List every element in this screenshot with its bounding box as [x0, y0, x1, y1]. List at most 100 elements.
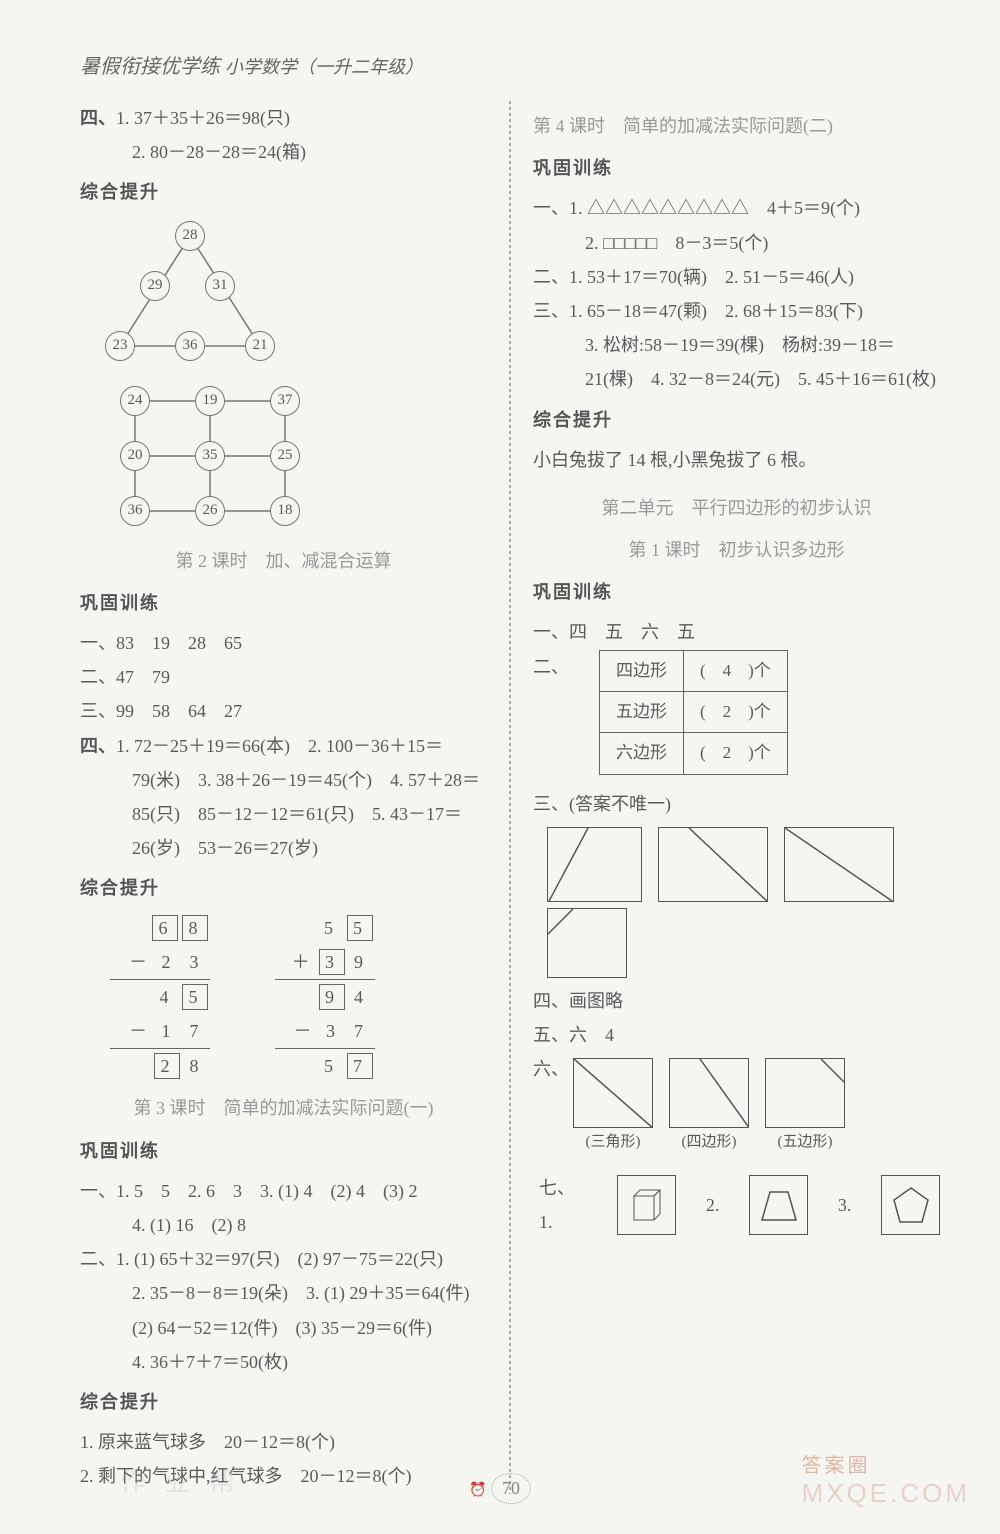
- digit: 7: [347, 1014, 375, 1048]
- unit2: 第二单元 平行四边形的初步认识: [533, 491, 940, 525]
- trapezoid-icon: [749, 1175, 808, 1235]
- op: ＋: [289, 945, 317, 979]
- shape-row-1: [547, 827, 940, 902]
- q4-line2: 2. 80－28－28＝24(箱): [80, 135, 487, 169]
- s2c: (2) 64－52＝12(件) (3) 35－29＝6(件): [80, 1311, 487, 1345]
- title-main: 暑假衔接优学练: [80, 56, 220, 78]
- watermark-faint: 作 业 帮: [120, 1462, 241, 1499]
- q4-label: 四、: [80, 108, 116, 128]
- lesson4: 第 4 课时 简单的加减法实际问题(二): [533, 109, 940, 143]
- digit: 5: [347, 915, 373, 941]
- triangle-diagram: 28 29 31 23 36 21: [100, 216, 280, 376]
- watermark-right: 答案圈 MXQE.COM: [802, 1449, 970, 1509]
- q4-line1: 1. 37＋35＋26＝98(只): [116, 108, 290, 128]
- tri-node: 31: [205, 271, 235, 301]
- r-zonghe: 综合提升: [533, 403, 940, 437]
- tri-node: 28: [175, 221, 205, 251]
- r3c: 21(棵) 4. 32－8＝24(元) 5. 45＋16＝61(枚): [533, 362, 940, 396]
- s2: 二、1. (1) 65＋32＝97(只) (2) 97－75＝22(只): [80, 1242, 487, 1276]
- page-number: ⏰ 70: [469, 1473, 531, 1504]
- cell: ( 4 )个: [683, 650, 787, 691]
- lesson2-title: 第 2 课时 加、减混合运算: [80, 544, 487, 578]
- grid-node: 36: [120, 496, 150, 526]
- p7-3: 3.: [838, 1188, 852, 1222]
- shape-label: (四边形): [669, 1128, 749, 1157]
- zonghe3: 综合提升: [80, 1385, 487, 1419]
- r3b: 3. 松树:58－19＝39(棵) 杨树:39－18＝: [533, 328, 940, 362]
- grid-node: 25: [270, 441, 300, 471]
- digit: 3: [182, 945, 210, 979]
- s2b: 2. 35－8－8＝19(朵) 3. (1) 29＋35＝64(件): [80, 1276, 487, 1310]
- line-3: 三、99 58 64 27: [80, 694, 487, 728]
- grid-node: 26: [195, 496, 225, 526]
- l4-2: 79(米) 3. 38＋26－19＝45(个) 4. 57＋28＝: [80, 763, 487, 797]
- cube-icon: [617, 1175, 676, 1235]
- grid-node: 20: [120, 441, 150, 471]
- shape-label: (五边形): [765, 1128, 845, 1157]
- page-header: 暑假衔接优学练 小学数学（一升二年级）: [80, 50, 940, 79]
- digit: 5: [182, 984, 208, 1010]
- r2: 二、1. 53＋17＝70(辆) 2. 51－5＝46(人): [533, 260, 940, 294]
- l4-3: 85(只) 85－12－12＝61(只) 5. 43－17＝: [80, 797, 487, 831]
- op: －: [126, 945, 154, 979]
- p5: 五、六 4: [533, 1018, 940, 1052]
- tri-node: 36: [175, 331, 205, 361]
- r1: 一、1. △△△△△△△△△ 4＋5＝9(个): [533, 191, 940, 225]
- cell: ( 2 )个: [683, 733, 787, 774]
- digit: 7: [182, 1014, 210, 1048]
- zonghe2: 综合提升: [80, 871, 487, 905]
- tri-node: 21: [245, 331, 275, 361]
- op: －: [126, 1014, 154, 1048]
- lesson3-title: 第 3 课时 简单的加减法实际问题(一): [80, 1091, 487, 1125]
- page-number-value: 70: [491, 1473, 531, 1504]
- l4-label: 四、: [80, 736, 116, 756]
- r-gugong: 巩固训练: [533, 151, 940, 185]
- title-sub: 小学数学（一升二年级）: [225, 57, 423, 77]
- tri-node: 23: [105, 331, 135, 361]
- z1: 1. 原来蓝气球多 20－12＝8(个): [80, 1425, 487, 1459]
- l4-1: 1. 72－25＋19＝66(本) 2. 100－36＋15＝: [116, 736, 443, 756]
- r-gugong2: 巩固训练: [533, 575, 940, 609]
- p1: 一、四 五 六 五: [533, 615, 940, 649]
- digit: 2: [154, 945, 182, 979]
- cell: 四边形: [599, 650, 683, 691]
- watermark-text: MXQE.COM: [802, 1478, 970, 1509]
- grid-node: 24: [120, 386, 150, 416]
- cell: 六边形: [599, 733, 683, 774]
- cell: ( 2 )个: [683, 691, 787, 732]
- digit: 3: [319, 949, 345, 975]
- s2d: 4. 36＋7＋7＝50(枚): [80, 1345, 487, 1379]
- r-lesson1: 第 1 课时 初步认识多边形: [533, 533, 940, 567]
- cell: 五边形: [599, 691, 683, 732]
- p4: 四、画图略: [533, 984, 940, 1018]
- watermark-top: 答案圈: [802, 1449, 970, 1478]
- grid-node: 35: [195, 441, 225, 471]
- digit: 8: [182, 1049, 210, 1083]
- p7-2: 2.: [706, 1188, 720, 1222]
- p2: 二、: [533, 650, 569, 684]
- shape-label: (三角形): [573, 1128, 653, 1157]
- digit: 5: [317, 911, 345, 945]
- line-1: 一、83 19 28 65: [80, 626, 487, 660]
- s1: 一、1. 5 5 2. 6 3 3. (1) 4 (2) 4 (3) 2: [80, 1174, 487, 1208]
- pentagon-icon: [881, 1175, 940, 1235]
- digit: 3: [319, 1014, 347, 1048]
- grid-node: 19: [195, 386, 225, 416]
- gugong1: 巩固训练: [80, 586, 487, 620]
- zonghe1: 综合提升: [80, 175, 487, 209]
- s1b: 4. (1) 16 (2) 8: [80, 1208, 487, 1242]
- grid-node: 18: [270, 496, 300, 526]
- digit: 2: [154, 1053, 180, 1079]
- grid-node: 37: [270, 386, 300, 416]
- polygon-table: 四边形( 4 )个 五边形( 2 )个 六边形( 2 )个: [599, 650, 788, 775]
- digit: 4: [152, 980, 180, 1014]
- gugong2: 巩固训练: [80, 1134, 487, 1168]
- digit: 7: [347, 1053, 373, 1079]
- arith-block-1: 68 －23 45 －17 28: [110, 911, 210, 1083]
- digit: 8: [182, 915, 208, 941]
- zline: 小白兔拔了 14 根,小黑兔拔了 6 根。: [533, 443, 940, 477]
- line-2: 二、47 79: [80, 660, 487, 694]
- l4-4: 26(岁) 53－26＝27(岁): [80, 831, 487, 865]
- r3: 三、1. 65－18＝47(颗) 2. 68＋15＝83(下): [533, 294, 940, 328]
- op: －: [291, 1014, 319, 1048]
